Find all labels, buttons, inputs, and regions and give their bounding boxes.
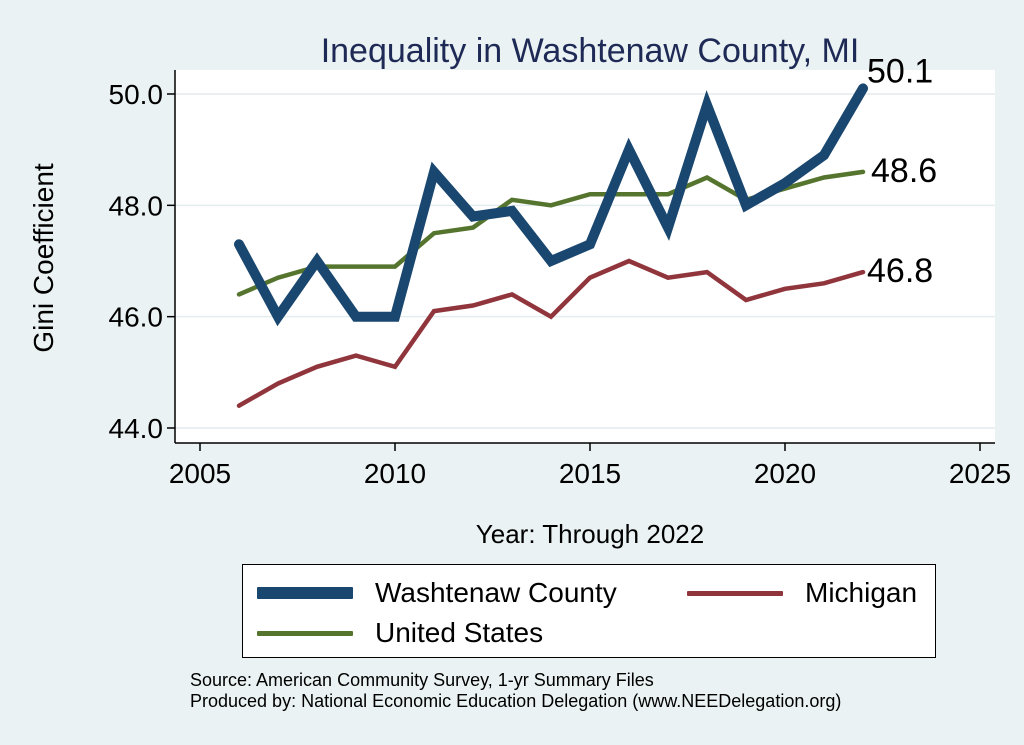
y-tick-label: 50.0 [109,79,164,110]
legend-item-united-states: United States [257,617,543,649]
legend-label-united-states: United States [375,617,544,648]
end-label-michigan: 46.8 [867,252,933,290]
x-tick-label: 2010 [364,458,426,489]
x-tick-label: 2020 [754,458,816,489]
legend: Washtenaw County Michigan United States [242,564,936,658]
end-label-united-states: 48.6 [871,152,937,190]
plot-area [175,70,995,443]
x-axis-label: Year: Through 2022 [476,519,704,549]
legend-swatch-michigan [687,590,783,596]
y-tick-label: 46.0 [109,302,164,333]
series-line-michigan [236,258,866,408]
legend-label-washtenaw: Washtenaw County [375,577,617,608]
source-line: Source: American Community Survey, 1-yr … [190,670,654,690]
x-tick-label: 2015 [559,458,621,489]
y-axis-label: Gini Coefficient [28,163,59,353]
legend-swatch-washtenaw [257,587,353,599]
y-tick-label: 44.0 [109,413,164,444]
end-label-washtenaw-county: 50.1 [867,52,933,90]
chart-title: Inequality in Washtenaw County, MI [321,32,860,70]
producer-line: Produced by: National Economic Education… [190,691,842,711]
legend-item-washtenaw: Washtenaw County [257,577,617,609]
source-note: Source: American Community Survey, 1-yr … [190,670,841,712]
y-tick-label: 48.0 [109,190,164,221]
legend-item-michigan: Michigan [687,577,917,609]
legend-label-michigan: Michigan [805,577,918,608]
x-tick-label: 2025 [949,458,1011,489]
legend-swatch-united-states [257,630,353,636]
series-line-washtenaw-county [234,83,868,327]
x-tick-label: 2005 [169,458,231,489]
